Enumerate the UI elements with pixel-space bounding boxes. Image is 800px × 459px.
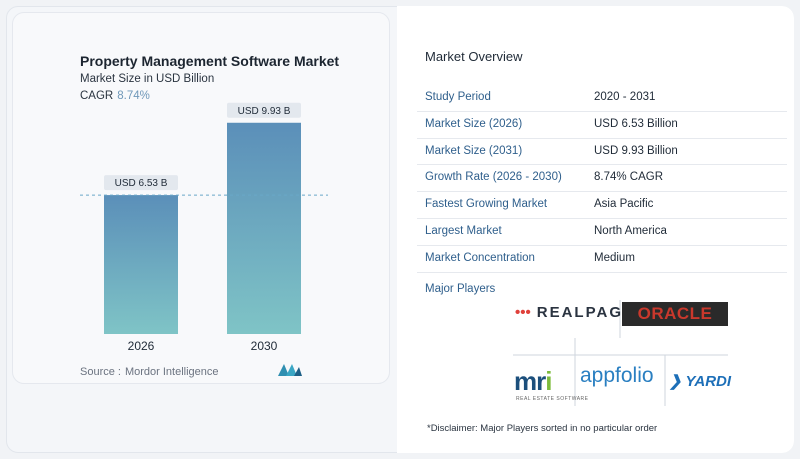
yardi-wordmark: YARDI [685, 373, 732, 390]
cagr-label: CAGR [80, 90, 114, 102]
overview-key: Growth Rate (2026 - 2030) [425, 171, 562, 184]
overview-value: 8.74% CAGR [594, 171, 664, 184]
overview-key: Fastest Growing Market [425, 198, 548, 211]
overview-key: Study Period [425, 91, 491, 103]
source-label: Source : [80, 366, 121, 378]
overview-row: Market Concentration Medium [417, 246, 787, 273]
realpage-logo: ••• REALPAGE [515, 304, 635, 321]
mordor-logo-icon [277, 363, 303, 382]
oracle-logo: ORACLE [622, 302, 728, 326]
overview-row: Growth Rate (2026 - 2030) 8.74% CAGR [417, 165, 787, 193]
chart-subtitle: Market Size in USD Billion [80, 73, 215, 85]
chart-title: Property Management Software Market [80, 53, 340, 69]
overview-value: Asia Pacific [594, 198, 654, 211]
overview-title: Market Overview [425, 49, 523, 64]
overview-row: Market Size (2031) USD 9.93 Billion [417, 139, 787, 166]
appfolio-logo: appfolio [580, 364, 654, 387]
overview-value: USD 9.93 Billion [594, 144, 678, 157]
overview-key: Market Concentration [425, 251, 535, 264]
overview-value: Medium [594, 251, 635, 264]
overview-value: 2020 - 2031 [594, 91, 656, 103]
realpage-wordmark: REALPAGE [536, 304, 635, 321]
overview-row: Study Period 2020 - 2031 [417, 85, 787, 112]
source-line: Source : Mordor Intelligence [80, 366, 219, 378]
overview-key: Market Size (2026) [425, 117, 523, 130]
overview-key: Market Size (2031) [425, 144, 523, 157]
source-value: Mordor Intelligence [124, 366, 219, 378]
overview-card [397, 6, 794, 453]
overview-row: Fastest Growing Market Asia Pacific [417, 192, 787, 219]
overview-table: Study Period 2020 - 2031 Market Size (202… [417, 85, 787, 273]
chart-card [12, 12, 390, 384]
overview-value: North America [594, 224, 667, 237]
realpage-dots-icon: ••• [515, 304, 531, 321]
mri-logo: mri REAL ESTATE SOFTWARE [514, 366, 588, 402]
yardi-chevron-icon: ❯ [669, 373, 682, 390]
mri-wordmark: mri [514, 366, 553, 396]
major-players-title: Major Players [425, 283, 496, 295]
yardi-logo: ❯ YARDI [669, 372, 731, 390]
cagr-value: 8.74% [117, 90, 150, 102]
overview-value: USD 6.53 Billion [594, 117, 678, 130]
overview-row: Market Size (2026) USD 6.53 Billion [417, 112, 787, 139]
disclaimer-text: *Disclaimer: Major Players sorted in no … [427, 423, 658, 434]
mri-tagline: REAL ESTATE SOFTWARE [516, 396, 589, 402]
cagr-line: CAGR 8.74% [80, 90, 150, 102]
overview-key: Largest Market [425, 224, 502, 237]
overview-row: Largest Market North America [417, 219, 787, 246]
